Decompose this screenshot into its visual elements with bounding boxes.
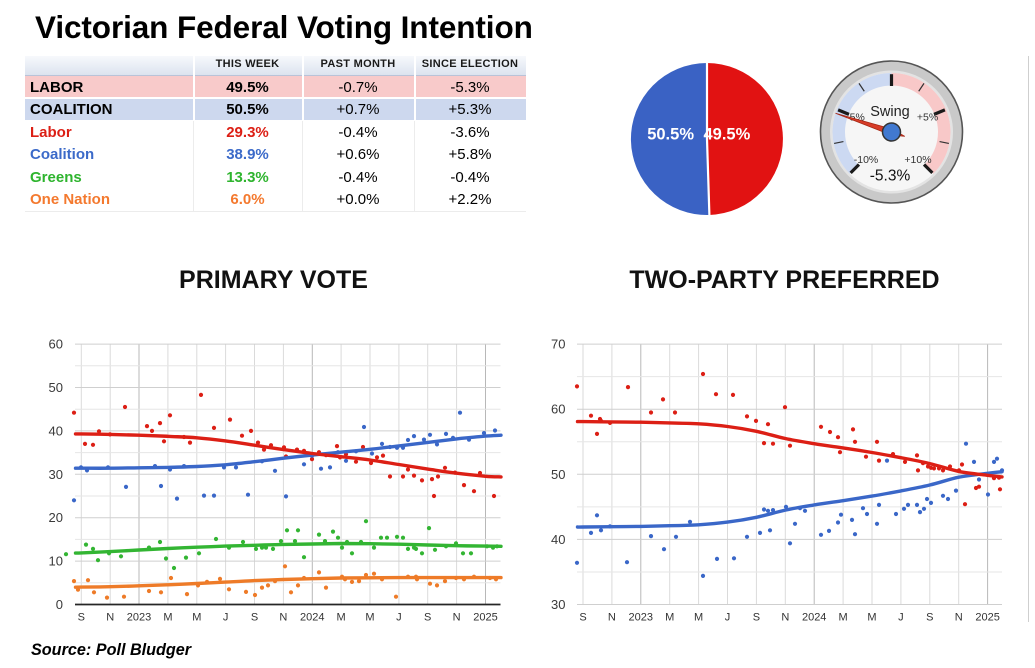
svg-text:20: 20 [49, 510, 63, 525]
svg-text:M: M [337, 612, 346, 624]
svg-text:J: J [725, 612, 731, 624]
svg-text:J: J [223, 612, 229, 624]
svg-text:M: M [365, 612, 374, 624]
svg-text:10: 10 [49, 554, 63, 569]
svg-text:0: 0 [56, 597, 63, 612]
svg-text:S: S [753, 612, 760, 624]
svg-text:60: 60 [551, 402, 565, 417]
svg-text:M: M [867, 612, 876, 624]
svg-text:2024: 2024 [802, 612, 826, 624]
svg-text:N: N [608, 612, 616, 624]
svg-text:N: N [106, 612, 114, 624]
svg-text:40: 40 [551, 532, 565, 547]
svg-text:N: N [955, 612, 963, 624]
svg-text:S: S [78, 612, 85, 624]
svg-text:Swing: Swing [870, 104, 910, 120]
svg-text:50.5%: 50.5% [647, 126, 694, 144]
svg-text:2023: 2023 [629, 612, 653, 624]
svg-text:S: S [926, 612, 933, 624]
svg-text:+10%: +10% [904, 154, 931, 166]
svg-text:M: M [694, 612, 703, 624]
svg-text:N: N [279, 612, 287, 624]
svg-text:-5.3%: -5.3% [870, 168, 911, 185]
svg-text:2025: 2025 [975, 612, 999, 624]
svg-text:+5%: +5% [917, 112, 938, 124]
svg-text:30: 30 [551, 597, 565, 612]
svg-text:M: M [163, 612, 172, 624]
svg-text:30: 30 [49, 467, 63, 482]
svg-text:J: J [396, 612, 402, 624]
svg-text:N: N [453, 612, 461, 624]
svg-text:2023: 2023 [127, 612, 151, 624]
svg-text:70: 70 [551, 337, 565, 352]
svg-text:-10%: -10% [854, 154, 879, 166]
svg-text:50: 50 [49, 380, 63, 395]
svg-text:2025: 2025 [473, 612, 497, 624]
svg-text:60: 60 [49, 337, 63, 352]
svg-text:2024: 2024 [300, 612, 324, 624]
svg-text:M: M [665, 612, 674, 624]
svg-text:M: M [192, 612, 201, 624]
svg-text:40: 40 [49, 423, 63, 438]
svg-text:50: 50 [551, 467, 565, 482]
svg-text:J: J [898, 612, 904, 624]
svg-text:49.5%: 49.5% [704, 126, 751, 144]
svg-text:M: M [839, 612, 848, 624]
svg-text:S: S [579, 612, 586, 624]
svg-text:S: S [251, 612, 258, 624]
svg-text:S: S [424, 612, 431, 624]
svg-text:N: N [781, 612, 789, 624]
